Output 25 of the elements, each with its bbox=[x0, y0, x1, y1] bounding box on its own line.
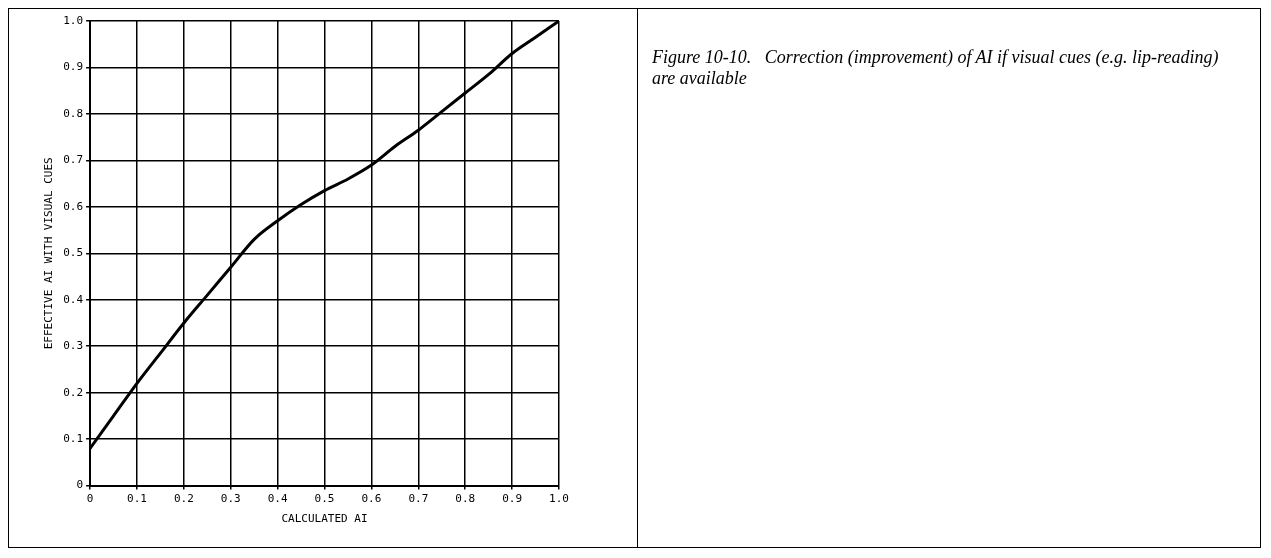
y-tick-label: 0.6 bbox=[63, 199, 84, 213]
x-tick-label: 0.1 bbox=[127, 492, 147, 506]
x-tick-label: 0.3 bbox=[220, 492, 241, 506]
y-tick-label: 0.1 bbox=[63, 432, 84, 445]
x-axis-title: CALCULATED AI bbox=[281, 512, 368, 526]
x-tick-label: 0.7 bbox=[408, 492, 429, 506]
y-tick-label: 0.4 bbox=[63, 292, 84, 306]
x-tick-label: 0.8 bbox=[455, 492, 476, 506]
y-tick-label: 0 bbox=[76, 478, 84, 492]
x-tick-label: 0.4 bbox=[267, 492, 288, 506]
x-tick-label: 0.2 bbox=[173, 492, 194, 506]
x-tick-label: 0 bbox=[86, 492, 94, 506]
y-axis-title: EFFECTIVE AI WITH VISUAL CUES bbox=[42, 157, 56, 350]
y-tick-label: 0.7 bbox=[63, 153, 84, 167]
y-tick-label: 0.9 bbox=[63, 60, 84, 74]
y-tick-label: 0.3 bbox=[63, 339, 84, 353]
y-tick-label: 1.0 bbox=[63, 13, 84, 27]
y-tick-label: 0.8 bbox=[63, 106, 84, 120]
x-tick-label: 0.6 bbox=[361, 492, 382, 506]
x-tick-label: 0.9 bbox=[502, 492, 523, 506]
text: Figure 10-10. Correction (improvement) of AI if visual cues (e.g. lip-reading) are available bbox=[652, 47, 1220, 89]
x-tick-label: 0.5 bbox=[314, 492, 335, 506]
y-tick-label: 0.2 bbox=[63, 385, 84, 399]
y-tick-label: 0.5 bbox=[63, 246, 84, 260]
x-tick-label: 1.0 bbox=[549, 492, 569, 506]
